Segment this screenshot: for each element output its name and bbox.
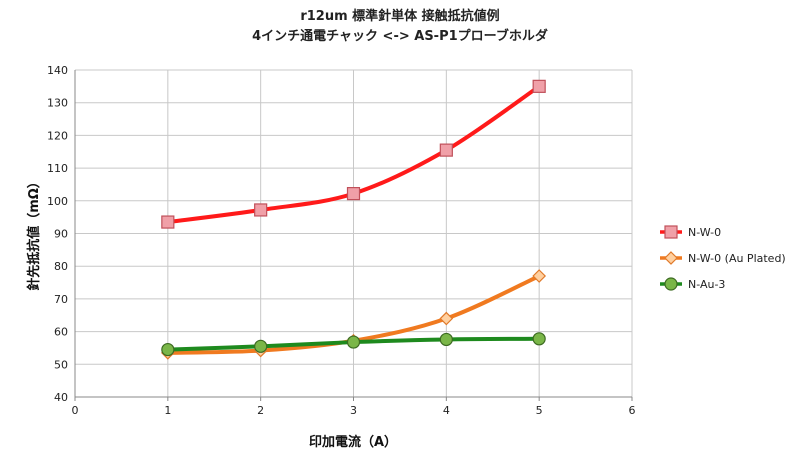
series [160,79,547,360]
data-point-circle [664,277,678,291]
y-axis-label: 針先抵抗値（mΩ） [26,175,42,291]
data-point-circle [439,332,453,347]
y-tick-label: 110 [47,162,68,175]
x-tick-label: 5 [536,404,543,417]
chart-title: r12um 標準針単体 接触抵抗値例 [300,8,499,24]
data-point-square [254,203,268,217]
data-point-diamond [664,251,678,265]
y-tick-label: 50 [54,358,68,371]
data-point-diamond [439,311,454,326]
x-axis-label: 印加電流（A） [309,434,397,450]
data-point-square [664,225,678,239]
y-tick-label: 90 [54,228,68,241]
chart-subtitle: 4インチ通電チャック <-> AS-P1プローブホルダ [252,28,548,44]
data-point-square [439,143,453,157]
tick-labels: 40 50 60 70 80 90 100 110 120 130 140 0 1 2 3 4 5 6 [47,64,636,417]
x-tick-label: 0 [72,404,79,417]
legend-item: N-Au-3 [660,277,725,291]
data-point-square [532,79,546,93]
data-point-circle [346,335,361,349]
data-point-circle [532,332,546,346]
y-tick-label: 140 [47,64,68,77]
data-point-circle [254,339,268,353]
y-tick-label: 130 [47,97,68,110]
y-tick-label: 80 [54,260,68,273]
legend-label: N-Au-3 [688,278,725,291]
data-point-square [161,215,175,229]
x-tick-label: 2 [257,404,264,417]
y-tick-label: 60 [54,326,68,339]
axes [74,70,633,401]
x-tick-label: 1 [164,404,171,417]
data-point-circle [161,342,175,357]
series-0 [161,79,546,229]
y-tick-label: 100 [47,195,68,208]
y-tick-label: 40 [54,391,68,404]
y-tick-label: 70 [54,293,68,306]
data-point-diamond [532,269,547,283]
legend-label: N-W-0 [688,226,721,239]
x-tick-label: 4 [443,404,450,417]
legend: N-W-0 N-W-0 (Au Plated) N-Au-3 [660,225,786,291]
legend-item: N-W-0 (Au Plated) [660,251,786,265]
x-tick-label: 3 [350,404,357,417]
y-tick-label: 120 [47,129,68,142]
series-2 [161,332,546,357]
legend-item: N-W-0 [660,225,721,239]
data-point-square [346,187,361,201]
x-tick-label: 6 [629,404,636,417]
legend-label: N-W-0 (Au Plated) [688,252,786,265]
